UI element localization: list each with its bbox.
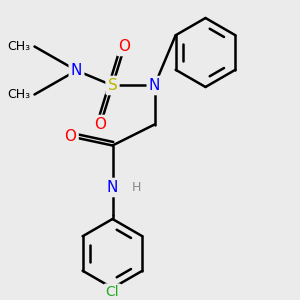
Text: N: N (149, 78, 160, 93)
Text: O: O (118, 39, 130, 54)
Text: H: H (132, 181, 141, 194)
Text: CH₃: CH₃ (7, 40, 30, 53)
Text: O: O (64, 129, 76, 144)
Text: S: S (108, 78, 117, 93)
Text: Cl: Cl (106, 286, 119, 299)
Text: N: N (71, 63, 82, 78)
Text: CH₃: CH₃ (7, 88, 30, 101)
Text: N: N (107, 180, 118, 195)
Text: O: O (94, 117, 106, 132)
